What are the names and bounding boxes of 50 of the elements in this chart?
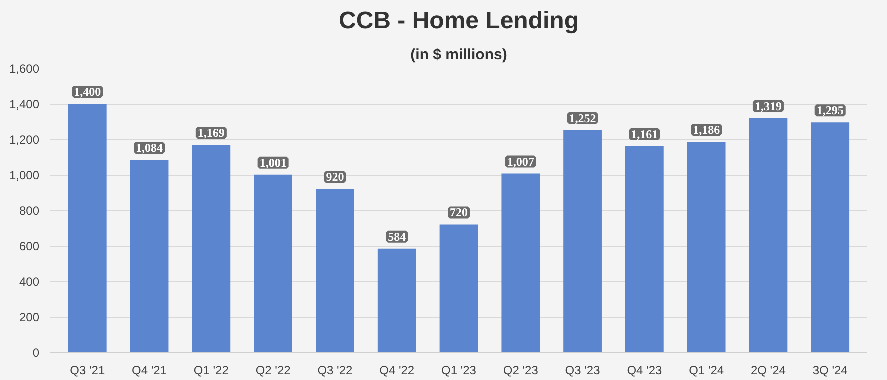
x-tick-label: Q2 '22 [256, 364, 292, 378]
bar [625, 146, 664, 352]
x-tick-label: Q4 '23 [627, 364, 662, 378]
x-tick-label: Q2 '23 [503, 364, 539, 378]
y-tick-label: 1,400 [9, 98, 40, 112]
y-tick-label: 600 [19, 240, 40, 254]
x-tick-label: Q4 '21 [132, 364, 168, 378]
data-label: 584 [388, 230, 406, 244]
bar [749, 118, 788, 352]
x-tick-label: Q3 '21 [70, 364, 106, 378]
data-label: 1,169 [198, 126, 225, 140]
y-tick-label: 400 [19, 275, 40, 289]
y-tick-label: 1,200 [9, 133, 40, 147]
chart-title: CCB - Home Lending [339, 8, 580, 34]
x-tick-label: Q3 '23 [565, 364, 601, 378]
chart-subtitle: (in $ millions) [410, 46, 508, 64]
data-label: 1,001 [260, 156, 287, 170]
x-tick-label: Q1 '22 [194, 364, 230, 378]
bar [811, 122, 850, 352]
y-tick-label: 1,600 [9, 62, 40, 76]
bar [687, 142, 726, 352]
bar [564, 130, 602, 352]
data-label: 1,252 [569, 111, 596, 126]
bar [192, 145, 231, 352]
data-label: 1,295 [816, 104, 844, 118]
x-tick-label: Q1 '23 [442, 364, 477, 378]
data-label: 720 [450, 206, 468, 220]
data-label: 1,186 [693, 122, 720, 137]
y-tick-label: 0 [32, 346, 40, 360]
bar [502, 174, 540, 352]
bar [254, 174, 293, 352]
bar [378, 248, 416, 352]
bar [130, 160, 169, 352]
bar [440, 224, 478, 352]
x-tick-label: 3Q '24 [812, 364, 848, 378]
x-tick-label: Q4 '22 [380, 364, 415, 378]
data-label: 1,400 [74, 85, 102, 99]
data-label: 1,007 [507, 154, 534, 169]
y-tick-label: 200 [19, 310, 40, 324]
bar [68, 104, 107, 352]
data-label: 920 [326, 170, 344, 184]
x-tick-label: 2Q '24 [750, 364, 786, 378]
y-tick-label: 800 [19, 204, 40, 218]
data-label: 1,084 [136, 141, 164, 156]
y-tick-label: 1,000 [9, 168, 40, 182]
data-label: 1,319 [754, 99, 782, 114]
x-tick-label: Q1 '24 [689, 364, 724, 378]
data-label: 1,161 [631, 127, 658, 142]
x-tick-label: Q3 '22 [318, 364, 354, 378]
bar [316, 189, 354, 352]
